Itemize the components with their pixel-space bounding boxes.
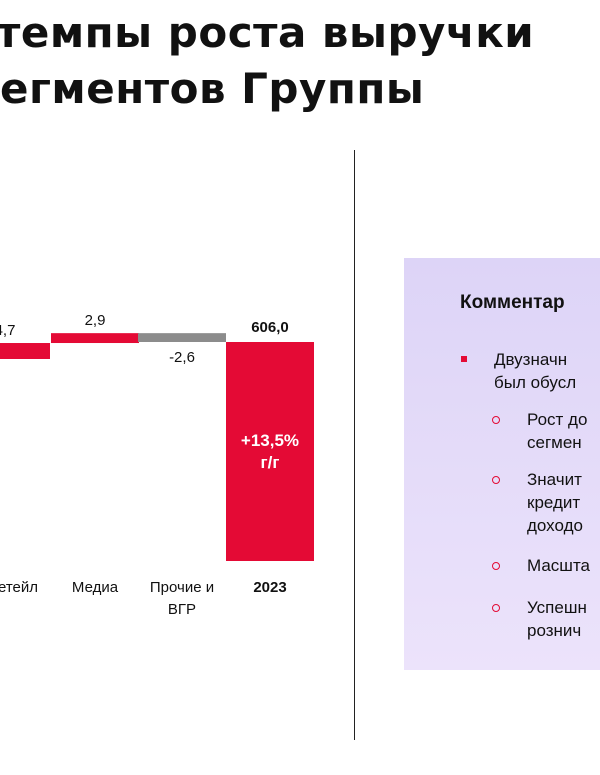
bar-value-label: 4,7 [0,322,15,339]
category-label: Медиа [72,579,119,596]
category-label: етейл [0,579,38,596]
bullet-circle-icon [492,562,500,570]
bar-value-label: 2,9 [85,312,106,329]
bullet-circle-icon [492,416,500,424]
revenue-waterfall-chart: 4,7 2,9 -2,6 606,0 +13,5% г/г етейл Медиа Прочие… [0,300,340,640]
waterfall-bar [51,333,139,344]
comment-text: был обусл [494,373,577,392]
vertical-divider [354,150,355,740]
total-bar [226,342,314,561]
page-title-line-1: темпы роста выручки [0,8,535,57]
category-label: ВГР [168,601,196,618]
total-value-label: 606,0 [251,319,289,336]
comment-text: Масшта [527,556,590,575]
growth-label: г/г [261,453,280,472]
comments-title: Комментар [460,292,565,313]
comment-text: Двузначн [494,350,568,369]
comment-text: Значит [527,470,582,489]
comment-text: кредит [527,493,581,512]
comments-panel: Комментар Двузначн был обусл Рост до сегмен… [404,258,600,670]
comment-text: Успешн [527,598,587,617]
bullet-circle-icon [492,604,500,612]
category-label: Прочие и [150,579,214,596]
comment-text: сегмен [527,433,582,452]
comment-text: рознич [527,621,582,640]
chart-svg: 4,7 2,9 -2,6 606,0 +13,5% г/г етейл Медиа Прочие… [0,312,314,618]
waterfall-bar [138,333,226,342]
page-title-line-2: егментов Группы [0,64,425,113]
bullet-square-icon [461,356,467,362]
comment-text: доходо [527,516,583,535]
bar-value-label: -2,6 [169,349,195,366]
comment-text: Рост до [527,410,588,429]
waterfall-bar [0,343,50,359]
growth-label: +13,5% [241,431,299,450]
bullet-circle-icon [492,476,500,484]
category-label: 2023 [253,579,286,596]
